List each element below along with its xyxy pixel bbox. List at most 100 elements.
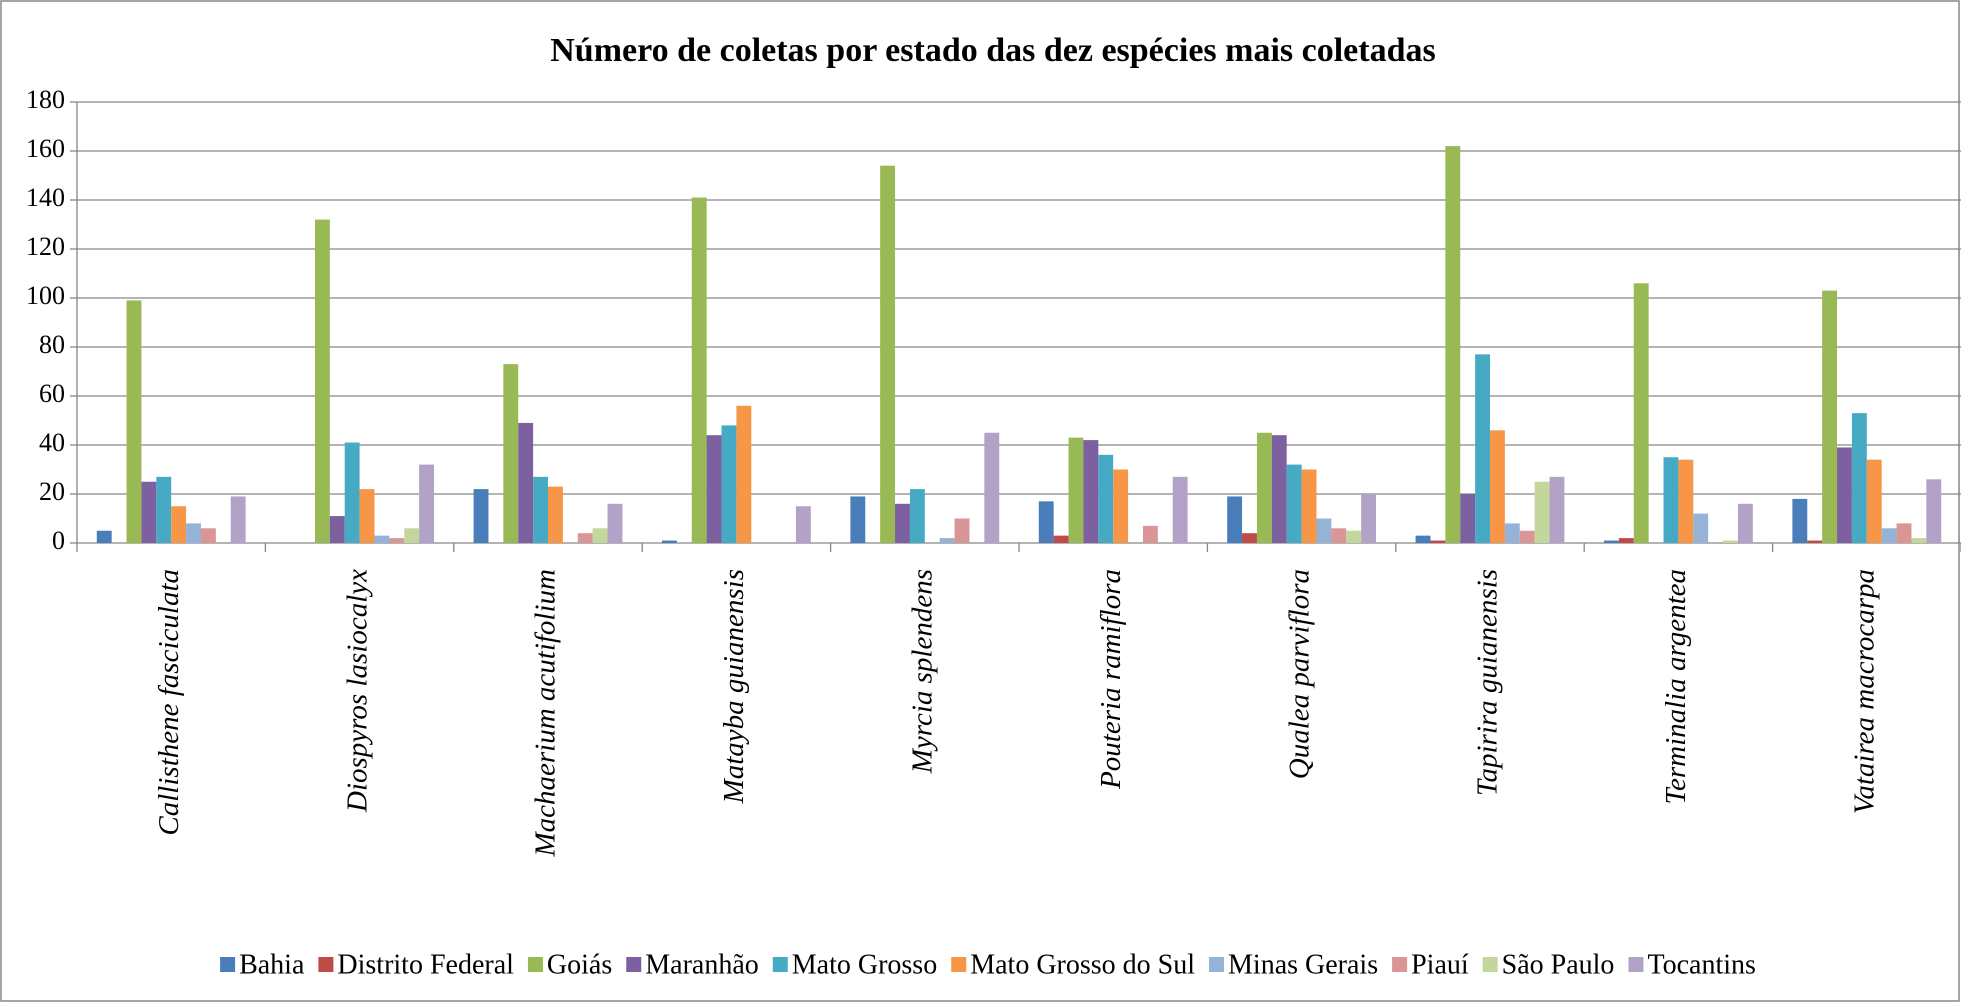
legend-label: Tocantins bbox=[1647, 949, 1755, 980]
x-tick-label: Myrcia splendens bbox=[906, 569, 938, 774]
bar bbox=[795, 506, 811, 543]
bar bbox=[1053, 535, 1069, 543]
y-tick-label: 80 bbox=[39, 330, 65, 359]
bar bbox=[1415, 535, 1431, 543]
x-tick-label: Qualea parviflora bbox=[1283, 569, 1315, 779]
legend-swatch bbox=[220, 957, 236, 972]
bar bbox=[880, 165, 896, 543]
bar bbox=[314, 219, 330, 543]
legend-label: Minas Gerais bbox=[1228, 949, 1378, 980]
bar bbox=[473, 489, 489, 543]
bar bbox=[1038, 501, 1054, 543]
bar bbox=[200, 528, 216, 543]
bar bbox=[230, 496, 246, 543]
y-tick-label: 0 bbox=[52, 526, 65, 555]
bar bbox=[533, 476, 548, 543]
bar bbox=[1113, 469, 1129, 543]
bar bbox=[592, 528, 608, 543]
bar bbox=[404, 528, 420, 543]
bar bbox=[518, 422, 534, 543]
y-tick-label: 60 bbox=[39, 379, 65, 408]
legend-label: Distrito Federal bbox=[337, 949, 514, 980]
legend-label: São Paulo bbox=[1502, 949, 1615, 980]
bar bbox=[1242, 533, 1257, 543]
bar bbox=[661, 540, 677, 543]
y-tick-label: 140 bbox=[26, 183, 65, 212]
legend-label: Mato Grosso do Sul bbox=[970, 949, 1195, 980]
y-tick-label: 180 bbox=[26, 85, 65, 114]
bar bbox=[1504, 523, 1520, 543]
bar bbox=[1271, 435, 1287, 543]
bar bbox=[171, 506, 187, 543]
bar bbox=[1663, 457, 1679, 543]
bar bbox=[1346, 530, 1362, 543]
x-tick-label: Vatairea macrocarpa bbox=[1848, 569, 1880, 814]
legend-label: Piauí bbox=[1411, 949, 1469, 980]
bar bbox=[1549, 476, 1565, 543]
bar bbox=[503, 364, 519, 543]
bar bbox=[141, 481, 157, 543]
bar bbox=[1792, 498, 1808, 543]
bar bbox=[1896, 523, 1912, 543]
bar bbox=[1851, 413, 1867, 543]
bar bbox=[126, 300, 142, 543]
legend-swatch bbox=[1628, 957, 1644, 972]
bar bbox=[389, 538, 405, 543]
bar bbox=[1083, 440, 1099, 543]
bar bbox=[1866, 459, 1882, 543]
bar bbox=[721, 425, 737, 543]
x-tick-label: Diospyros lasiocalyx bbox=[341, 569, 373, 813]
bar bbox=[1926, 479, 1942, 543]
legend-swatch bbox=[1392, 957, 1408, 972]
bar bbox=[1331, 528, 1347, 543]
legend-label: Goiás bbox=[547, 949, 612, 980]
bar bbox=[954, 518, 970, 543]
legend-swatch bbox=[772, 957, 788, 972]
bar bbox=[186, 523, 201, 543]
bar bbox=[1301, 469, 1317, 543]
bar bbox=[706, 435, 722, 543]
bar bbox=[548, 486, 563, 543]
bar bbox=[96, 530, 112, 543]
x-tick-label: Matayba guianensis bbox=[718, 569, 750, 804]
y-tick-label: 100 bbox=[26, 281, 65, 310]
bar bbox=[1316, 518, 1332, 543]
bar bbox=[1881, 528, 1897, 543]
legend-swatch bbox=[527, 957, 543, 972]
y-tick-label: 160 bbox=[26, 134, 65, 163]
x-tick-label: Terminalia argentea bbox=[1660, 569, 1692, 805]
x-tick-label: Callisthene fasciculata bbox=[153, 569, 185, 836]
bar bbox=[909, 489, 925, 543]
bar bbox=[1723, 540, 1738, 543]
bar bbox=[1633, 283, 1649, 543]
bar bbox=[359, 489, 375, 543]
y-tick-label: 40 bbox=[39, 428, 65, 457]
legend-swatch bbox=[951, 957, 967, 972]
bar bbox=[1534, 481, 1550, 543]
x-tick-label: Machaerium acutifolium bbox=[530, 569, 562, 858]
bar bbox=[1837, 447, 1852, 543]
bar bbox=[850, 496, 866, 543]
bar bbox=[1172, 476, 1188, 543]
bar bbox=[736, 405, 752, 543]
bar bbox=[1603, 540, 1619, 543]
bar bbox=[607, 503, 623, 543]
bar bbox=[984, 432, 1000, 543]
bar bbox=[156, 476, 172, 543]
legend-label: Mato Grosso bbox=[792, 949, 937, 980]
bar bbox=[1098, 454, 1114, 543]
bar bbox=[1737, 503, 1753, 543]
bar bbox=[577, 533, 593, 543]
legend-label: Bahia bbox=[239, 949, 305, 980]
bar bbox=[1678, 459, 1694, 543]
bar bbox=[1475, 354, 1490, 543]
bar bbox=[939, 538, 955, 543]
bar bbox=[1286, 464, 1302, 543]
bar bbox=[1068, 437, 1084, 543]
bar bbox=[1460, 494, 1476, 543]
bar bbox=[1256, 432, 1272, 543]
y-tick-label: 120 bbox=[26, 232, 65, 261]
legend-swatch bbox=[1482, 957, 1498, 972]
bar bbox=[1911, 538, 1927, 543]
